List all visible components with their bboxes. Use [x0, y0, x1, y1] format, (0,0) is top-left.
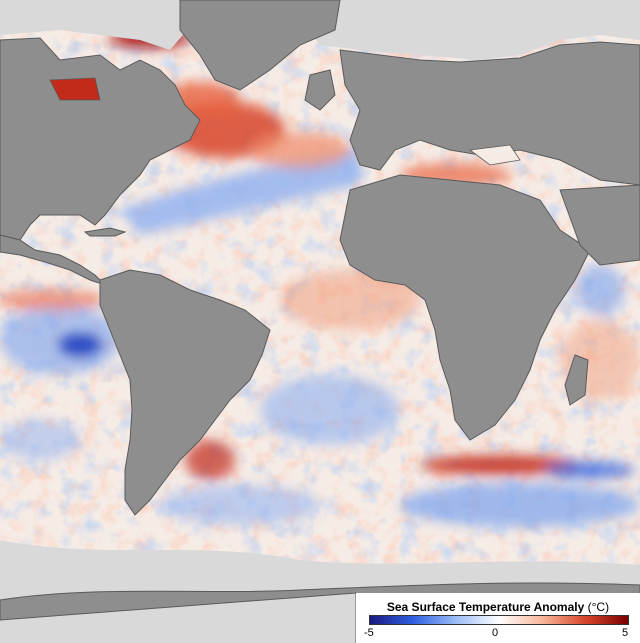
- south-america: [99, 269, 271, 516]
- legend-unit: (°C): [587, 600, 610, 614]
- legend: Sea Surface Temperature Anomaly (°C) -5 …: [356, 593, 640, 643]
- north-america: [0, 37, 201, 241]
- legend-mid-label: 0: [492, 627, 499, 639]
- madagascar: [564, 354, 589, 406]
- africa: [339, 174, 591, 441]
- anomaly-regions: [0, 14, 640, 527]
- arabia: [559, 184, 640, 266]
- caribbean: [83, 227, 127, 237]
- legend-max-label: 5: [622, 627, 629, 639]
- inland-waters: [49, 77, 521, 166]
- british-isles: [304, 69, 336, 111]
- legend-color-bar: [369, 615, 629, 625]
- europe: [339, 41, 640, 186]
- legend-min-label: -5: [364, 627, 374, 639]
- legend-title-text: Sea Surface Temperature Anomaly: [386, 600, 585, 614]
- greenland: [179, 0, 341, 91]
- legend-title: Sea Surface Temperature Anomaly (°C): [356, 600, 640, 614]
